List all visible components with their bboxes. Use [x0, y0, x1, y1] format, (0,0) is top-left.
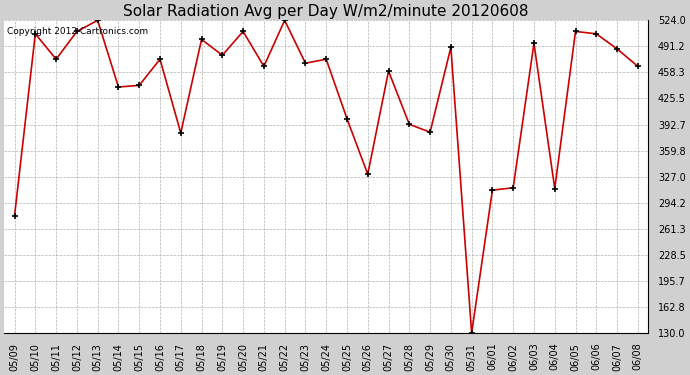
Text: Copyright 2012 Cartronics.com: Copyright 2012 Cartronics.com — [8, 27, 148, 36]
Title: Solar Radiation Avg per Day W/m2/minute 20120608: Solar Radiation Avg per Day W/m2/minute … — [124, 4, 529, 19]
